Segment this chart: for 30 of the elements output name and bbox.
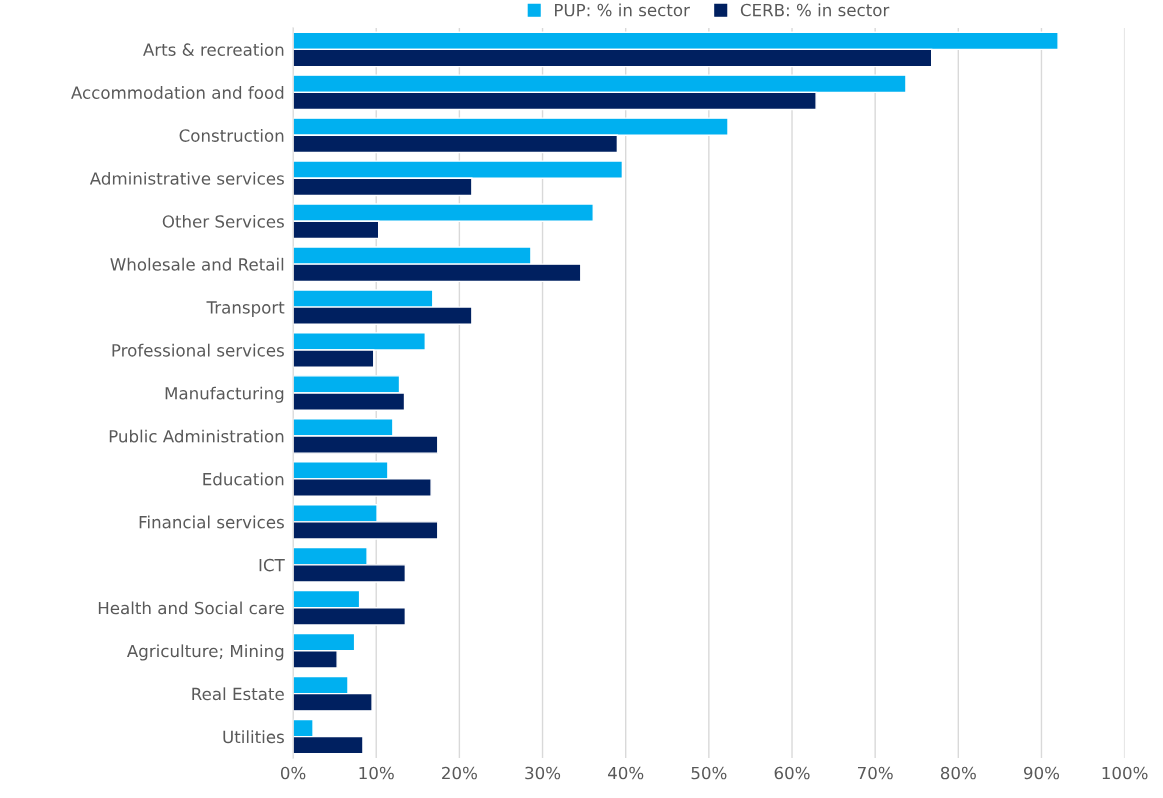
y-tick-label: ICT xyxy=(259,558,285,572)
legend-label: CERB: % in sector xyxy=(740,3,890,17)
y-tick-label: Other Services xyxy=(162,214,284,228)
y-tick-label: Real Estate xyxy=(192,687,284,701)
y-tick-label: Professional services xyxy=(112,343,284,357)
x-tick-label: 40% xyxy=(607,766,644,780)
y-tick-label: Financial services xyxy=(139,515,284,529)
x-tick-label: 100% xyxy=(1102,766,1148,780)
y-tick-label: Transport xyxy=(206,301,285,317)
x-tick-label: 70% xyxy=(858,766,893,780)
y-tick-label: Health and Social care xyxy=(98,601,284,615)
legend-label: PUP: % in sector xyxy=(555,3,690,17)
y-tick-label: Arts & recreation xyxy=(143,43,284,56)
y-tick-label: Accommodation and food xyxy=(71,86,284,99)
y-tick-label: Manufacturing xyxy=(165,386,284,403)
x-tick-label: 90% xyxy=(1023,766,1060,780)
x-tick-label: 50% xyxy=(691,766,727,780)
x-tick-label: 60% xyxy=(774,766,810,780)
x-tick-label: 10% xyxy=(359,766,394,780)
x-tick-label: 0% xyxy=(280,766,306,780)
y-tick-label: Public Administration xyxy=(109,429,284,443)
y-tick-label: Utilities xyxy=(223,730,284,744)
x-tick-label: 20% xyxy=(442,766,477,780)
y-tick-label: Administrative services xyxy=(89,171,284,185)
x-tick-label: 80% xyxy=(940,766,976,780)
y-tick-label: Construction xyxy=(179,128,284,142)
y-tick-label: Agriculture; Mining xyxy=(126,644,284,661)
y-tick-label: Education xyxy=(203,472,284,486)
x-tick-label: 30% xyxy=(525,766,561,780)
y-tick-label: Wholesale and Retail xyxy=(110,257,284,271)
